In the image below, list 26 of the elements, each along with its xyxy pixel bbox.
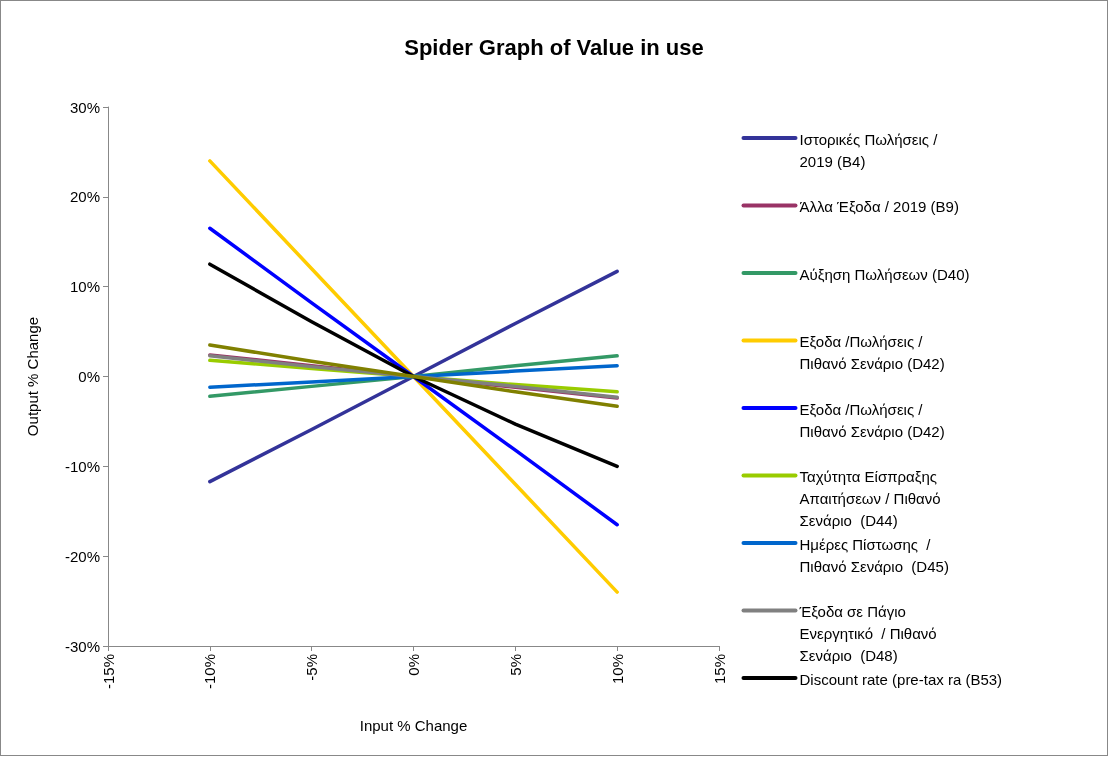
x-tick-label: -10%	[201, 654, 219, 690]
y-tick-label: -10%	[64, 457, 100, 475]
y-tick-label: 0%	[78, 368, 100, 385]
legend-label: Έξοδα σε Πάγιο Ενεργητικό / Πιθανό Σενάριο (D48)	[798, 603, 941, 664]
x-tick-label: -15%	[99, 654, 117, 690]
legend-label: Άλλα Έξοδα / 2019 (B9)	[799, 198, 959, 215]
y-tick-label: -20%	[64, 547, 100, 565]
y-axis-title: Output % Change	[24, 316, 41, 437]
x-tick-label: 0%	[405, 654, 422, 676]
x-tick-label: 5%	[506, 654, 524, 676]
legend-label: Ταχύτητα Είσπραξης Απαιτήσεων / Πιθανό Σενάριο (D44)	[799, 468, 945, 529]
y-tick-label: 30%	[69, 98, 100, 116]
y-tick-label: 10%	[69, 278, 100, 296]
y-tick-label: -30%	[64, 637, 100, 655]
x-axis-title: Input % Change	[359, 717, 468, 734]
legend-label: Ιστορικές Πωλήσεις / 2019 (B4)	[799, 130, 942, 170]
x-tick-label: -5%	[303, 654, 321, 681]
legend-label: Ημέρες Πίστωσης / Πιθανό Σενάριο (D45)	[799, 535, 949, 575]
legend-label: Εξοδα /Πωλήσεις / Πιθανό Σενάριο (D42)	[799, 400, 945, 440]
legend-label: Αύξηση Πωλήσεων (D40)	[799, 265, 970, 283]
legend-label: Εξοδα /Πωλήσεις / Πιθανό Σενάριο (D42)	[799, 333, 945, 372]
chart-title: Spider Graph of Value in use	[404, 34, 704, 60]
legend-label: Discount rate (pre-tax ra (B53)	[799, 670, 1003, 688]
x-tick-label: 15%	[710, 654, 728, 685]
y-tick-label: 20%	[69, 188, 100, 206]
x-tick-label: 10%	[608, 654, 626, 685]
